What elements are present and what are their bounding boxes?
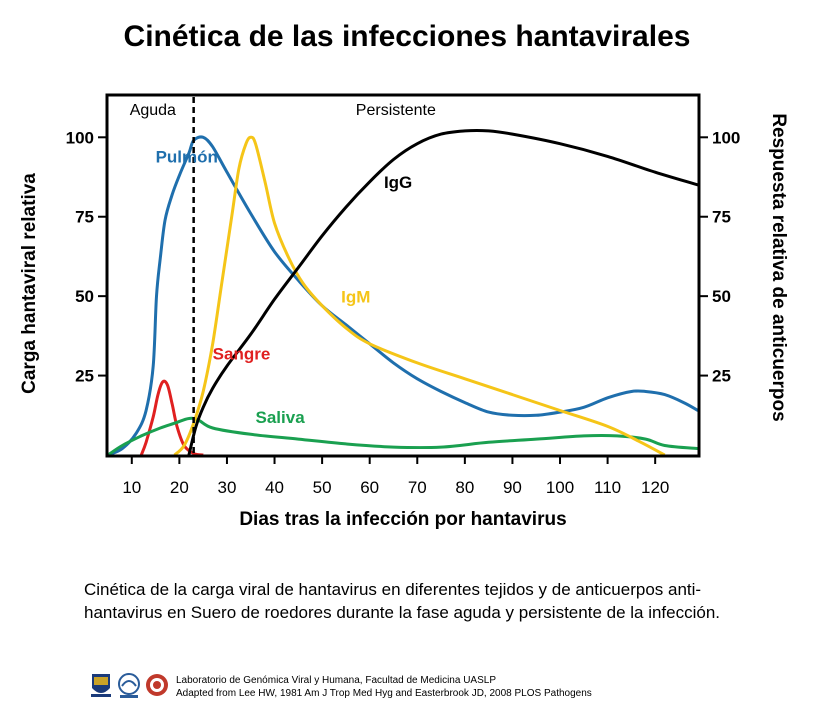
figure-caption: Cinética de la carga viral de hantavirus… xyxy=(84,580,721,622)
series-label-sangre: Sangre xyxy=(213,345,271,364)
x-tick-label: 70 xyxy=(408,478,427,497)
plot-lines xyxy=(108,129,698,455)
x-tick-label: 10 xyxy=(122,478,141,497)
uaslp-seal-icon xyxy=(91,674,111,697)
chart-svg: 10 20 30 40 50 60 70 80 90 100 110 120 25 25 50 50 75 75 1… xyxy=(19,93,789,530)
y-left-tick-label: 50 xyxy=(75,287,94,306)
plot-frame xyxy=(105,93,701,458)
chart-title: Cinética de las infecciones hantavirales xyxy=(123,20,691,53)
x-tick-label: 60 xyxy=(360,478,379,497)
series-line-igg xyxy=(187,129,698,455)
x-tick-label: 40 xyxy=(265,478,284,497)
y-right-tick-label: 100 xyxy=(712,128,740,147)
x-axis-label: Dias tras la infección por hantavirus xyxy=(239,509,566,530)
y-axis-right-label: Respuesta relativa de anticuerpos xyxy=(768,113,789,421)
y-right-tick-label: 75 xyxy=(712,208,731,227)
axis-and-series-labels: Pulmón Sangre Saliva IgM IgG Aguda Persistente… xyxy=(19,102,789,530)
axis-ticks: 10 20 30 40 50 60 70 80 90 100 110 120 25 25 50 50 75 75 1… xyxy=(66,128,741,497)
series-line-igm xyxy=(173,135,666,455)
y-right-tick-label: 50 xyxy=(712,287,731,306)
x-tick-label: 50 xyxy=(313,478,332,497)
footer-line-1: Laboratorio de Genómica Viral y Humana, … xyxy=(176,675,496,686)
y-right-tick-label: 25 xyxy=(712,367,731,386)
phase-label-0: Aguda xyxy=(130,102,176,119)
x-tick-label: 110 xyxy=(594,478,621,497)
x-tick-label: 20 xyxy=(170,478,189,497)
x-tick-label: 80 xyxy=(455,478,474,497)
series-label-igg: IgG xyxy=(384,173,412,192)
x-tick-label: 90 xyxy=(503,478,522,497)
series-label-pulmon: Pulmón xyxy=(156,148,218,167)
series-label-igm: IgM xyxy=(341,288,370,307)
footer-credits: Laboratorio de Genómica Viral y Humana, … xyxy=(176,674,592,700)
laboratory-logo-icon xyxy=(118,673,140,698)
x-tick-label: 120 xyxy=(641,478,669,497)
footer-line-2: Adapted from Lee HW, 1981 Am J Trop Med … xyxy=(176,688,592,699)
series-line-sangre xyxy=(139,379,204,455)
y-axis-left-label: Carga hantaviral relativa xyxy=(19,173,40,394)
y-left-tick-label: 25 xyxy=(75,367,94,386)
x-tick-label: 100 xyxy=(546,478,574,497)
medicine-faculty-seal-icon xyxy=(146,674,168,696)
y-left-tick-label: 100 xyxy=(66,128,94,147)
x-tick-label: 30 xyxy=(217,478,236,497)
y-left-tick-label: 75 xyxy=(75,208,94,227)
series-line-saliva xyxy=(108,416,698,455)
series-label-saliva: Saliva xyxy=(256,408,306,427)
phase-label-1: Persistente xyxy=(356,102,436,119)
